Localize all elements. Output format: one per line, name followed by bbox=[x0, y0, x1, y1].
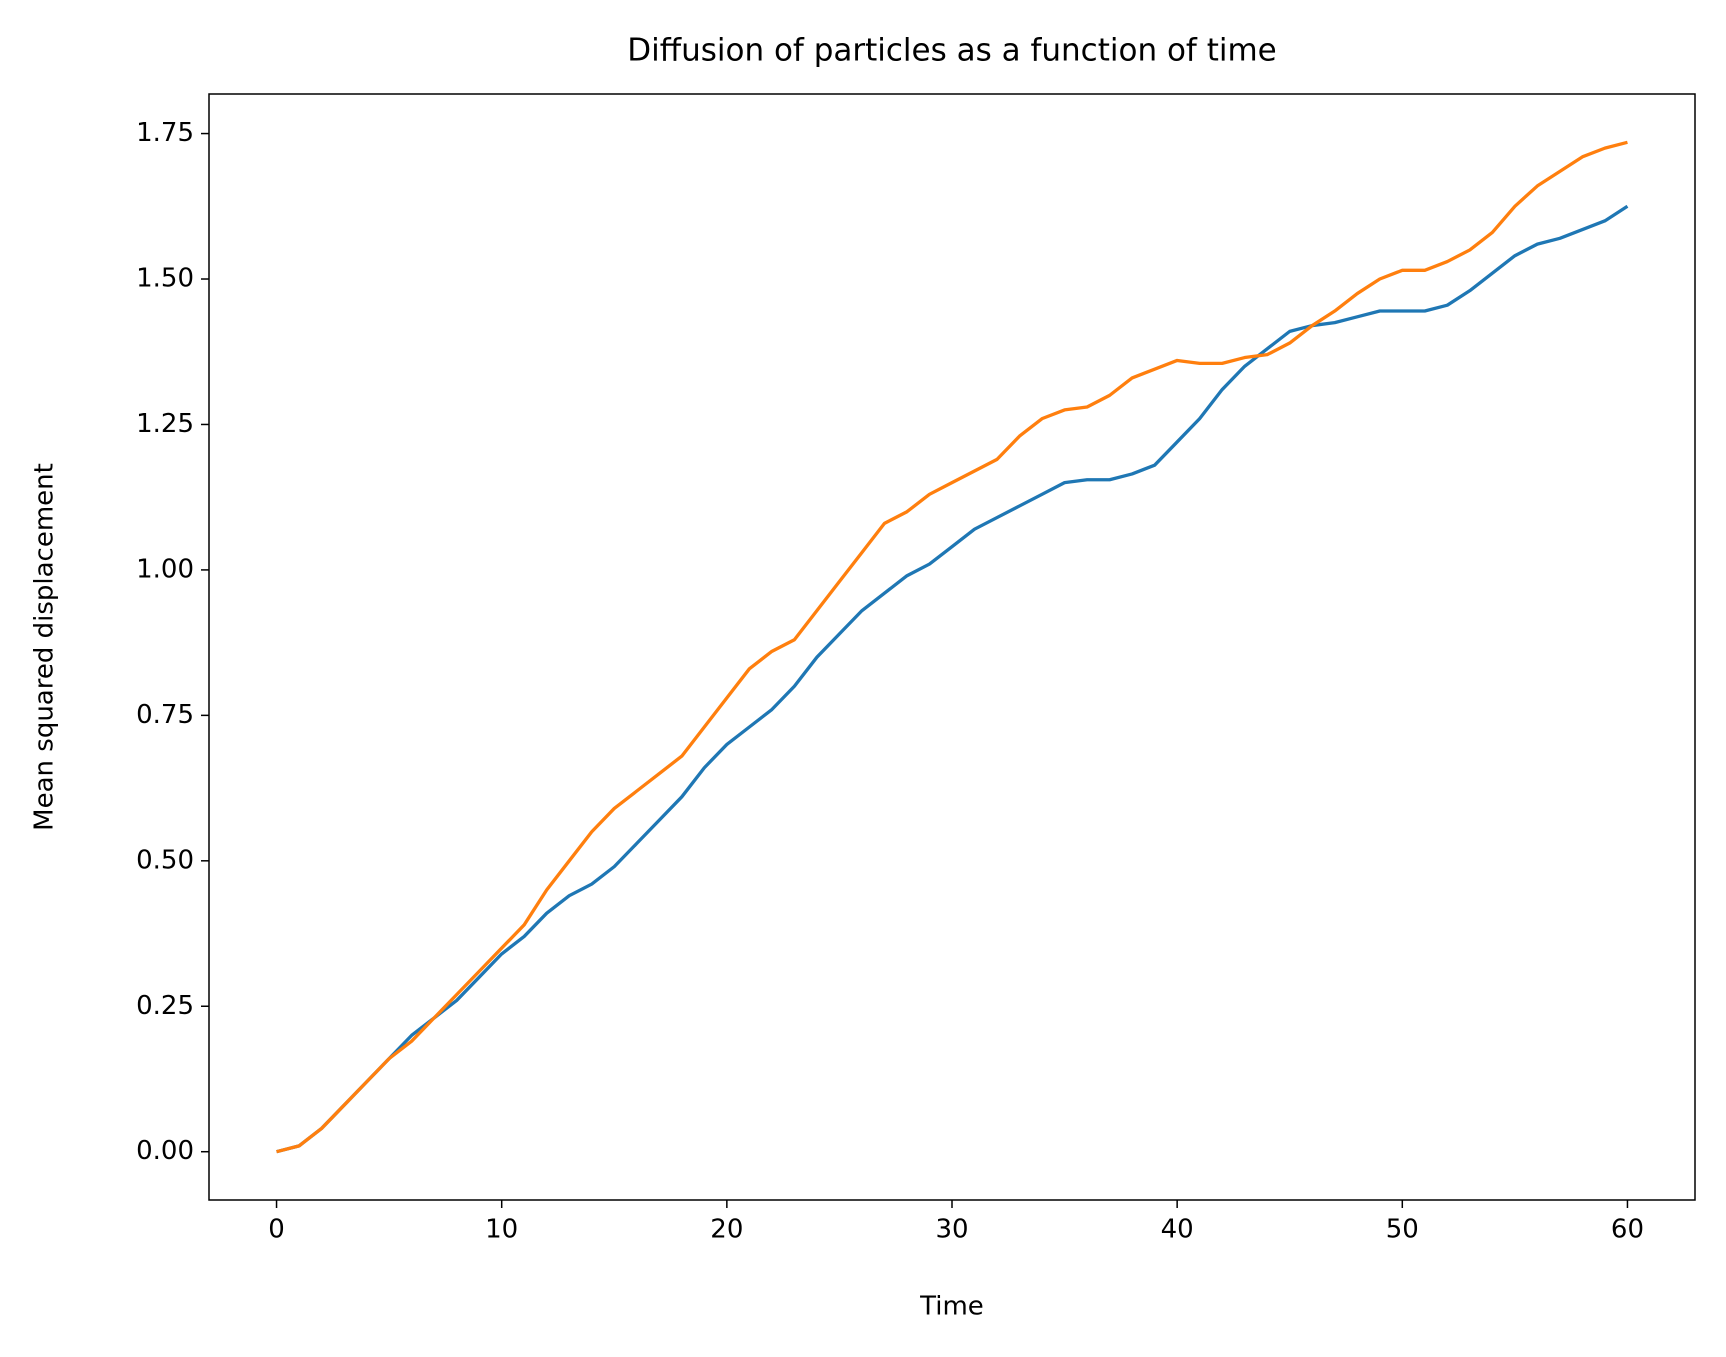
x-tick-label: 40 bbox=[1161, 1215, 1194, 1245]
y-tick-label: 0.00 bbox=[136, 1136, 194, 1166]
line-series bbox=[276, 204, 1629, 1154]
x-tick-label: 20 bbox=[710, 1215, 743, 1245]
x-tick-label: 30 bbox=[935, 1215, 968, 1245]
chart-title: Diffusion of particles as a function of … bbox=[627, 33, 1277, 69]
y-tick-label: 1.25 bbox=[136, 409, 194, 439]
y-tick-label: 1.75 bbox=[136, 118, 194, 148]
y-tick-label: 1.50 bbox=[136, 264, 194, 294]
y-tick-label: 1.00 bbox=[136, 554, 194, 584]
y-axis-label: Mean squared displacement bbox=[30, 463, 60, 831]
y-tick-label: 0.75 bbox=[136, 700, 194, 730]
line-series bbox=[276, 140, 1628, 1154]
y-tick-label: 0.25 bbox=[136, 991, 194, 1021]
x-tick-label: 0 bbox=[268, 1215, 285, 1245]
x-axis-label: Time bbox=[919, 1292, 984, 1322]
plot-frame bbox=[208, 93, 1696, 1201]
y-tick-label: 0.50 bbox=[136, 845, 194, 875]
x-tick-label: 10 bbox=[485, 1215, 518, 1245]
x-tick-label: 50 bbox=[1386, 1215, 1419, 1245]
x-tick-label: 60 bbox=[1611, 1215, 1644, 1245]
